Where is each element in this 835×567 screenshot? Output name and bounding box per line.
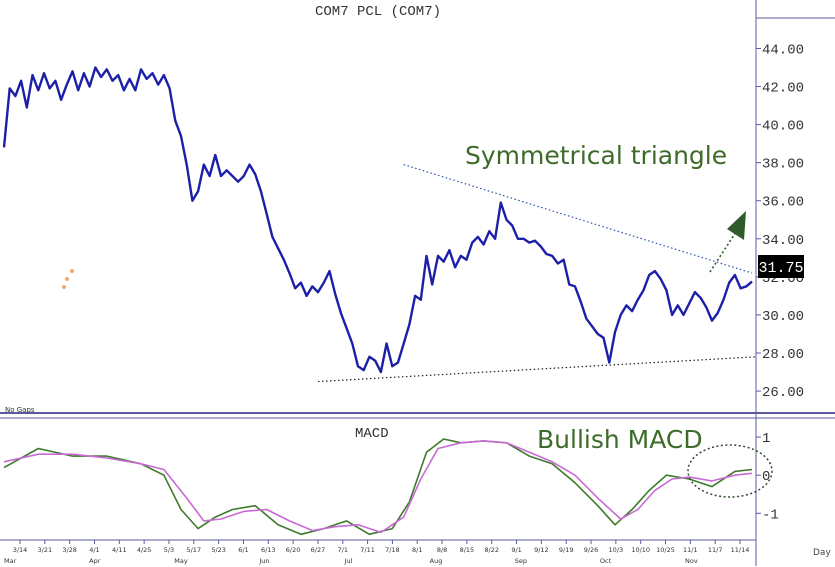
x-day-tick-label: 9/12 — [534, 546, 549, 554]
x-day-tick-label: 9/19 — [559, 546, 574, 554]
x-day-tick-label: 5/23 — [211, 546, 226, 554]
macd-y-tick-label: 0 — [762, 469, 770, 485]
x-day-tick-label: 10/3 — [609, 546, 624, 554]
symmetrical-triangle-annotation: Symmetrical triangle — [465, 141, 727, 170]
x-month-label: Sep — [515, 557, 527, 565]
x-day-tick-label: 6/13 — [261, 546, 276, 554]
x-day-tick-label: 4/1 — [89, 546, 99, 554]
y-tick-label: 44.00 — [762, 42, 804, 58]
macd-pane: 1 0 -1 — [0, 417, 835, 536]
marker-dot — [70, 269, 74, 273]
chart-title: COM7 PCL (COM7) — [315, 4, 441, 20]
x-day-tick-label: 3/14 — [13, 546, 28, 554]
marker-dot — [62, 285, 66, 289]
no-gaps-note: No Gaps — [5, 406, 35, 414]
x-day-tick-label: 7/11 — [360, 546, 375, 554]
x-month-label: Jun — [258, 557, 269, 565]
x-month-label: Aug — [430, 557, 443, 565]
x-month-label: Apr — [89, 557, 101, 565]
x-day-tick-label: 3/21 — [38, 546, 53, 554]
macd-line — [3, 438, 753, 536]
x-axis: 3/14 3/21 3/28 4/1 4/11 4/25 5/3 5/17 5/23 6/1 6/1… — [0, 539, 756, 565]
x-day-tick-label: 8/22 — [484, 546, 499, 554]
lower-trendline — [318, 356, 757, 383]
x-day-tick-label: 6/27 — [311, 546, 326, 554]
x-day-tick-label: 10/25 — [656, 546, 675, 554]
x-day-tick-label: 6/1 — [238, 546, 248, 554]
period-label: Day — [813, 548, 831, 558]
x-day-tick-label: 8/15 — [460, 546, 475, 554]
x-day-tick-label: 11/14 — [731, 546, 750, 554]
macd-y-tick-label: -1 — [762, 507, 779, 523]
x-month-label: May — [174, 557, 188, 565]
x-day-tick-label: 10/10 — [631, 546, 650, 554]
bullish-macd-highlight — [687, 444, 773, 498]
x-day-tick-label: 3/28 — [62, 546, 77, 554]
y-tick-label: 28.00 — [762, 347, 804, 363]
upper-trendline — [403, 163, 753, 274]
price-series-line — [2, 66, 753, 374]
breakout-arrow-shaft — [709, 231, 737, 273]
marker-dot — [65, 277, 69, 281]
y-tick-label: 34.00 — [762, 233, 804, 249]
x-day-tick-label: 8/1 — [412, 546, 422, 554]
x-day-tick-label: 7/1 — [338, 546, 348, 554]
y-tick-label: 38.00 — [762, 157, 804, 173]
macd-y-tick-label: 1 — [762, 431, 770, 447]
x-day-tick-label: 5/3 — [164, 546, 174, 554]
breakout-arrow-head — [727, 211, 746, 240]
signal-line — [3, 440, 753, 534]
x-day-tick-label: 11/1 — [683, 546, 698, 554]
x-day-tick-label: 11/7 — [708, 546, 723, 554]
x-day-tick-label: 5/17 — [186, 546, 201, 554]
x-day-tick-label: 6/20 — [286, 546, 301, 554]
x-day-tick-label: 8/8 — [437, 546, 447, 554]
x-month-label: Nov — [685, 557, 698, 565]
macd-title: MACD — [355, 426, 389, 442]
x-day-tick-label: 9/26 — [584, 546, 599, 554]
y-tick-label: 26.00 — [762, 385, 804, 401]
y-tick-label: 36.00 — [762, 195, 804, 211]
bullish-macd-annotation: Bullish MACD — [537, 425, 703, 454]
last-price-label: 31.75 — [758, 260, 803, 277]
y-tick-label: 42.00 — [762, 81, 804, 97]
x-month-label: Mar — [4, 557, 17, 565]
x-day-tick-label: 4/25 — [137, 546, 152, 554]
x-day-tick-label: 4/11 — [112, 546, 127, 554]
x-month-label: Oct — [600, 557, 612, 565]
y-tick-label: 30.00 — [762, 309, 804, 325]
last-price-badge: 31.75 — [758, 255, 804, 278]
x-day-tick-label: 7/18 — [385, 546, 400, 554]
y-tick-label: 40.00 — [762, 119, 804, 135]
x-day-tick-label: 9/1 — [511, 546, 521, 554]
x-month-label: Jul — [344, 557, 353, 565]
